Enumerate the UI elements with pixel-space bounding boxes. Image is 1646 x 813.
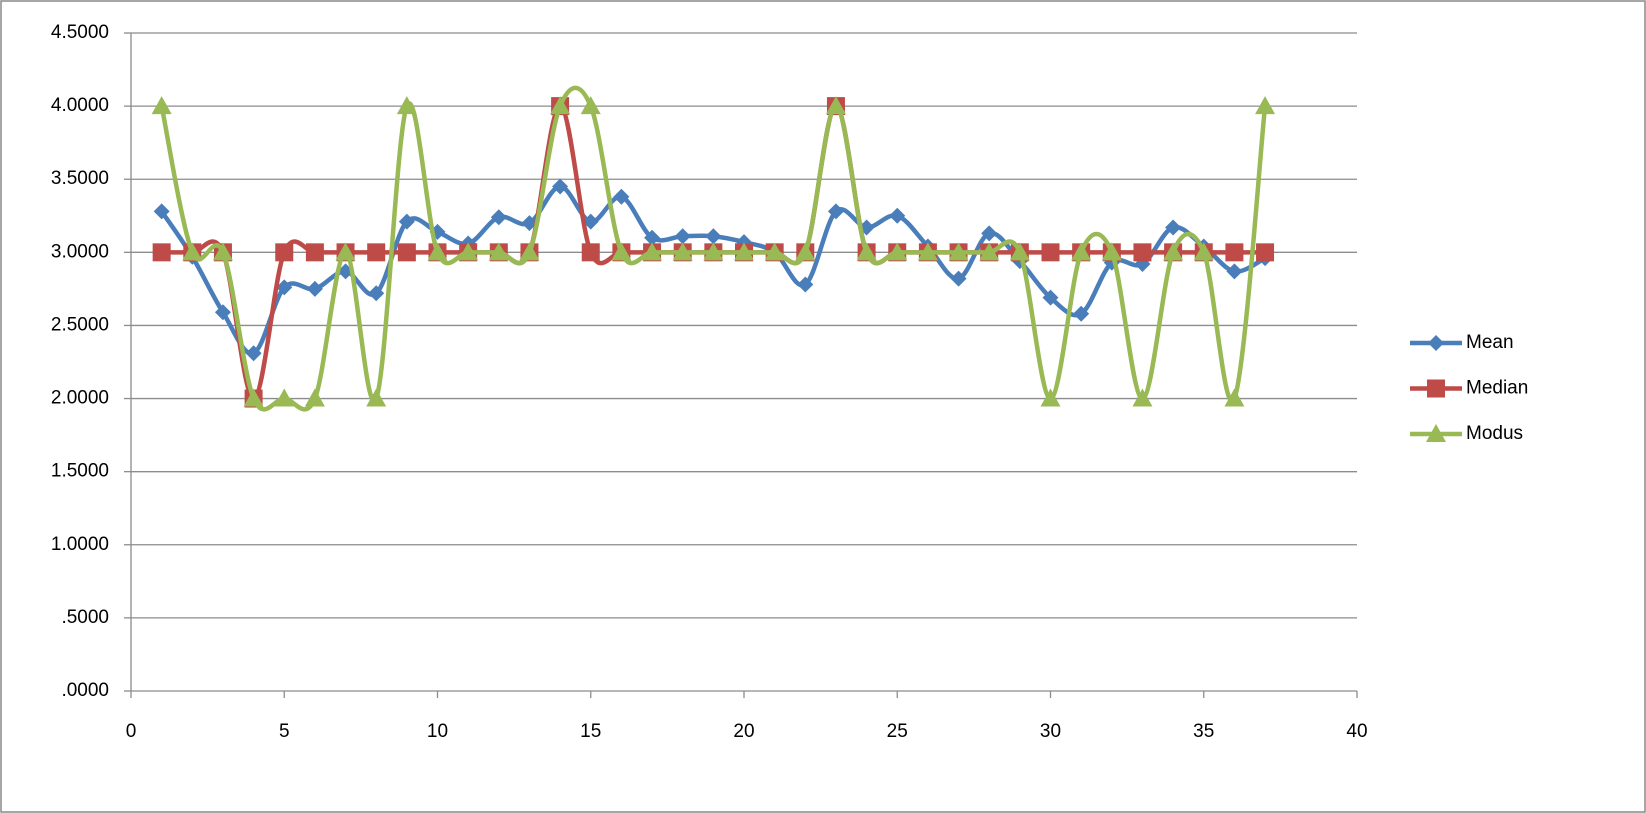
marker — [1133, 243, 1151, 261]
marker — [1042, 243, 1060, 261]
marker — [367, 243, 385, 261]
marker — [582, 243, 600, 261]
x-tick-label: 5 — [279, 721, 290, 742]
y-tick-label: 3.5000 — [51, 168, 109, 189]
x-tick-label: 20 — [733, 721, 754, 742]
y-tick-label: 2.0000 — [51, 388, 109, 409]
marker — [275, 243, 293, 261]
y-tick-label: .0000 — [61, 680, 109, 701]
x-tick-label: 35 — [1193, 721, 1214, 742]
marker — [1256, 243, 1274, 261]
y-tick-label: 1.0000 — [51, 534, 109, 555]
y-tick-label: 2.5000 — [51, 314, 109, 335]
legend-label: Modus — [1466, 423, 1523, 444]
legend-label: Mean — [1466, 332, 1514, 353]
y-tick-label: .5000 — [61, 607, 109, 628]
chart: .0000 .5000 1.0000 1.5000 2.0000 2.5000 3.0000… — [0, 0, 1646, 813]
marker — [1225, 243, 1243, 261]
legend-label: Median — [1466, 378, 1528, 399]
x-tick-label: 40 — [1346, 721, 1367, 742]
x-tick-label: 15 — [580, 721, 601, 742]
legend-marker — [1427, 380, 1445, 398]
marker — [153, 243, 171, 261]
x-tick-label: 0 — [126, 721, 137, 742]
marker — [306, 243, 324, 261]
y-tick-label: 4.0000 — [51, 95, 109, 116]
x-tick-label: 25 — [887, 721, 908, 742]
x-tick-label: 10 — [427, 721, 448, 742]
y-tick-label: 4.5000 — [51, 22, 109, 43]
y-tick-label: 1.5000 — [51, 461, 109, 482]
marker — [398, 243, 416, 261]
x-tick-label: 30 — [1040, 721, 1061, 742]
y-tick-label: 3.0000 — [51, 241, 109, 262]
